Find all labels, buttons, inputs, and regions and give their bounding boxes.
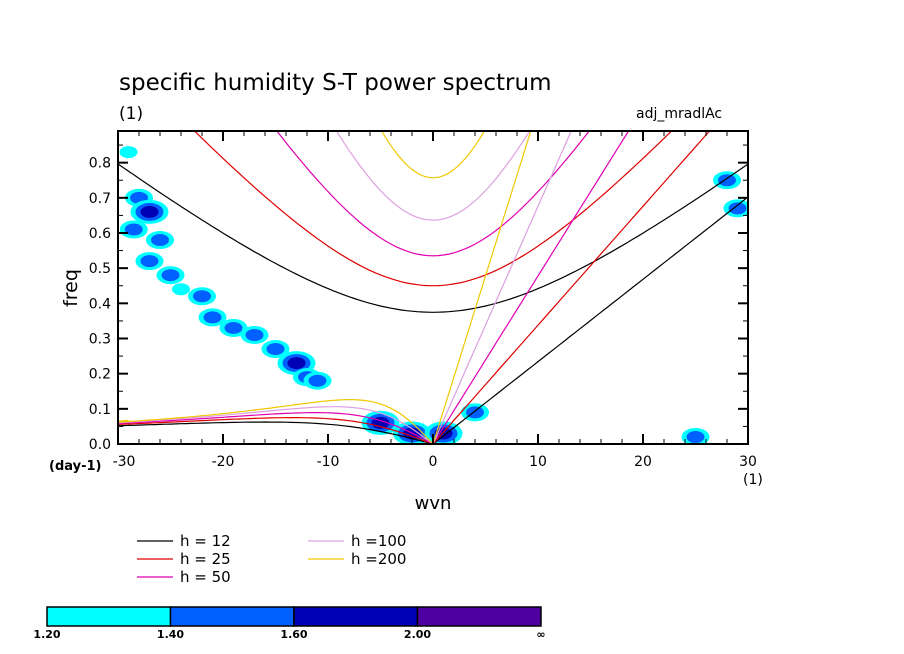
rossby-wave-curve (118, 417, 434, 444)
kelvin-wave-curve (432, 131, 711, 444)
colorbar-label: 2.00 (404, 628, 431, 641)
y-tick-label: 0.8 (89, 156, 111, 172)
x-tick-label: 30 (739, 454, 757, 470)
mrg-curve (118, 419, 129, 422)
y-tick-label: 0.6 (89, 226, 111, 242)
contour-region (728, 202, 747, 215)
x-tick-label: 10 (529, 454, 547, 470)
contour-region (124, 223, 143, 236)
y-tick-label: 0.4 (89, 296, 111, 312)
x-axis: -30 -20 -10 0 10 20 30 (113, 131, 757, 470)
colorbar-label: 1.60 (280, 628, 307, 641)
legend-label: h =100 (351, 532, 406, 550)
contour-region (140, 205, 159, 218)
x-tick-label: 20 (634, 454, 652, 470)
contour-region (287, 357, 306, 370)
contour-region (172, 283, 190, 296)
kelvin-wave-curve (432, 131, 572, 444)
contour-region (224, 321, 243, 334)
case-label: adj_mradlAc (636, 106, 722, 122)
legend-label: h = 12 (180, 532, 231, 550)
contour-region (718, 174, 736, 187)
contour-region (686, 430, 705, 443)
rossby-wave-curve (118, 412, 434, 444)
rossby-wave-curve (118, 421, 434, 444)
contour-region (193, 290, 211, 303)
dispersion-curves-layer (118, 131, 748, 444)
x-tick-label: -30 (113, 454, 136, 470)
rossby-wave-curve (118, 398, 434, 444)
inertia-gravity-curve (276, 131, 590, 257)
contour-region (119, 146, 138, 159)
colorbar-label: ∞ (536, 628, 545, 641)
contour-region (140, 255, 159, 268)
y-tick-label: 0.1 (89, 402, 111, 418)
inertia-gravity-curve (335, 131, 531, 221)
colorbar-segment (293, 606, 419, 627)
colorbar-label: 1.20 (33, 628, 60, 641)
chart-title: specific humidity S-T power spectrum (119, 70, 551, 96)
contour-region (161, 269, 180, 282)
inertia-gravity-curve (380, 131, 486, 179)
chart-subtitle: (1) (119, 104, 143, 124)
y-tick-label: 0.3 (89, 331, 111, 347)
kelvin-wave-curve (432, 131, 532, 444)
y-tick-label: 0.2 (89, 367, 111, 383)
y-units-label: (day-1) (49, 459, 101, 474)
contour-region (266, 343, 285, 356)
legend-label: h = 50 (180, 568, 231, 586)
x-units-label: (1) (743, 472, 763, 488)
contour-region (245, 328, 264, 341)
y-axis-label: freq (60, 269, 82, 307)
colorbar-segment (416, 606, 542, 627)
colorbar: 1.20 1.40 1.60 2.00 ∞ (33, 606, 546, 641)
inertia-gravity-curve (193, 131, 673, 287)
contour-region (151, 234, 169, 247)
x-tick-label: -20 (212, 454, 235, 470)
kelvin-wave-curve (432, 131, 630, 444)
x-tick-label: 0 (429, 454, 438, 470)
legend-label: h =200 (351, 550, 406, 568)
kelvin-wave-curve (432, 196, 748, 444)
legend-label: h = 25 (180, 550, 231, 568)
colorbar-label: 1.40 (157, 628, 184, 641)
y-tick-label: 0.7 (89, 191, 111, 207)
y-tick-label: 0.5 (89, 261, 111, 277)
contour-region (203, 311, 222, 324)
x-axis-label: wvn (415, 493, 452, 514)
x-tick-label: -10 (317, 454, 340, 470)
inertia-gravity-curve (118, 163, 748, 313)
contour-region (308, 374, 327, 387)
y-tick-label: 0.0 (89, 437, 111, 453)
y-axis: 0.0 0.1 0.2 0.3 0.4 0.5 0.6 0.7 0.8 (89, 144, 748, 453)
colorbar-segment (46, 606, 172, 627)
colorbar-segment (169, 606, 295, 627)
rossby-wave-curve (118, 406, 434, 444)
